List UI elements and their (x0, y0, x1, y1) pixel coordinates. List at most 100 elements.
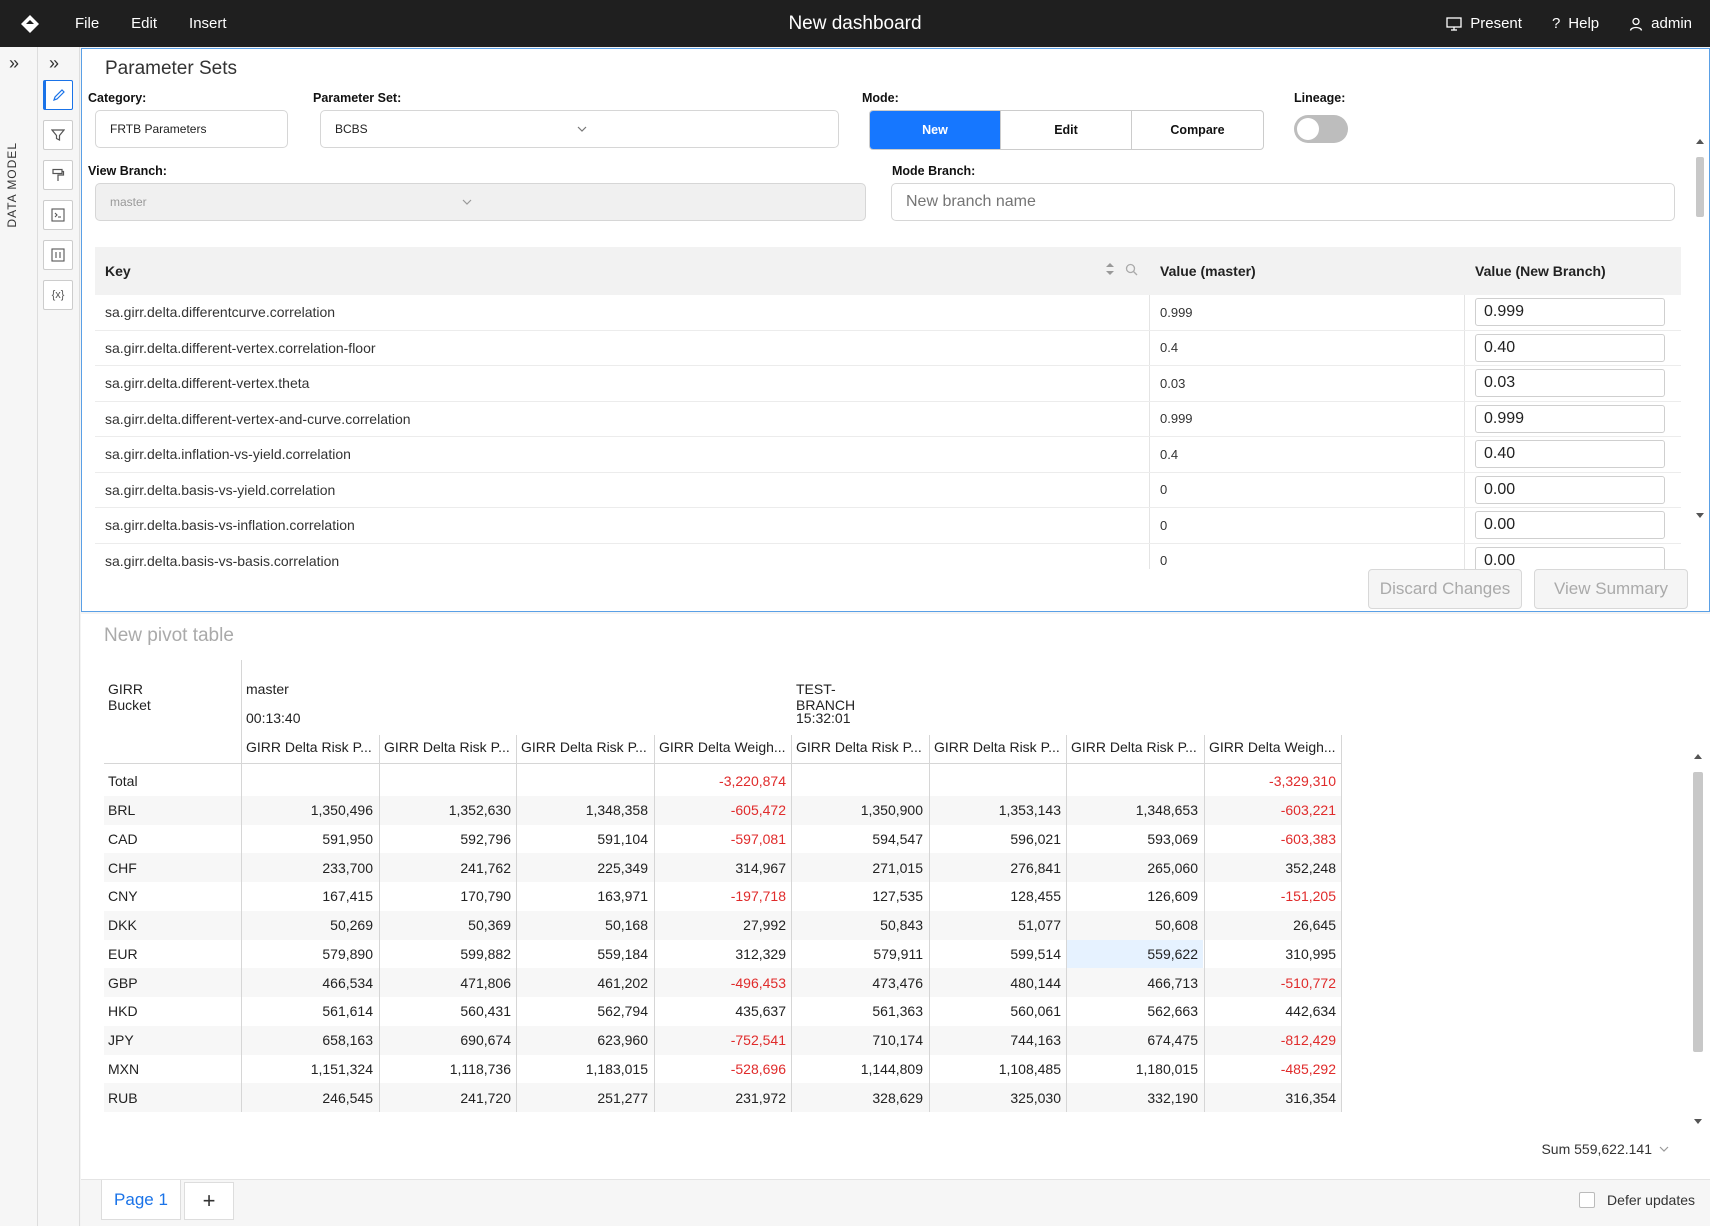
pivot-cell[interactable]: 241,762 (460, 859, 511, 876)
row-label[interactable]: CNY (108, 888, 138, 905)
pivot-cell[interactable]: 251,277 (597, 1089, 648, 1106)
pivot-cell[interactable]: 26,645 (1293, 917, 1336, 934)
branch-name-master[interactable]: master (246, 681, 289, 697)
pivot-scrollbar[interactable] (1690, 752, 1706, 1132)
pivot-cell[interactable]: 1,151,324 (310, 1060, 373, 1077)
pivot-cell[interactable] (379, 767, 516, 796)
search-icon[interactable] (1125, 263, 1138, 276)
row-label[interactable]: GBP (108, 974, 138, 991)
pivot-cell[interactable]: 744,163 (1010, 1032, 1061, 1049)
present-button[interactable]: Present (1446, 15, 1522, 32)
pivot-cell[interactable]: 1,350,900 (860, 802, 923, 819)
pivot-cell[interactable]: 163,971 (597, 888, 648, 905)
pivot-cell[interactable]: 1,353,143 (998, 802, 1061, 819)
mode-branch-input[interactable] (891, 183, 1675, 221)
pivot-cell[interactable]: 233,700 (322, 859, 373, 876)
pivot-cell[interactable]: 658,163 (322, 1032, 373, 1049)
pivot-cell[interactable]: 225,349 (597, 859, 648, 876)
pivot-cell[interactable]: 559,184 (597, 945, 648, 962)
pivot-cell[interactable]: 1,350,496 (310, 802, 373, 819)
pivot-cell[interactable]: 276,841 (1010, 859, 1061, 876)
pivot-cell[interactable]: 480,144 (1010, 974, 1061, 991)
pivot-cell[interactable]: 310,995 (1285, 945, 1336, 962)
pivot-cell[interactable]: 271,015 (872, 859, 923, 876)
table-row[interactable]: sa.girr.delta.different-vertex.correlati… (95, 330, 1681, 366)
table-row[interactable]: sa.girr.delta.different-vertex-and-curve… (95, 401, 1681, 437)
widget-settings-icon[interactable] (43, 240, 73, 270)
pivot-cell[interactable]: 50,608 (1155, 917, 1198, 934)
param-new-value-input[interactable]: 0.03 (1475, 369, 1665, 398)
pivot-cell[interactable]: 471,806 (460, 974, 511, 991)
row-label[interactable]: DKK (108, 917, 137, 934)
pivot-cell[interactable]: 50,269 (330, 917, 373, 934)
pivot-cell[interactable]: -151,205 (1280, 888, 1336, 905)
pivot-cell[interactable]: 1,144,809 (860, 1060, 923, 1077)
pivot-row[interactable]: Total -3,220,874 -3,329,310 (104, 767, 1341, 796)
pivot-row[interactable]: RUB 246,545 241,720 251,277 231,972 328,629 32… (104, 1083, 1341, 1112)
pivot-cell[interactable]: 1,180,015 (1135, 1060, 1198, 1077)
add-page-button[interactable]: + (184, 1182, 234, 1220)
pivot-cell[interactable]: -752,541 (730, 1032, 786, 1049)
pivot-cell[interactable]: -603,383 (1280, 830, 1336, 847)
pivot-cell[interactable]: -597,081 (730, 830, 786, 847)
pivot-cell[interactable]: -197,718 (730, 888, 786, 905)
edit-pencil-icon[interactable] (43, 80, 73, 110)
user-menu[interactable]: admin (1629, 15, 1692, 32)
pivot-cell[interactable]: 579,890 (322, 945, 373, 962)
scroll-down-icon[interactable] (1695, 512, 1705, 520)
row-label[interactable]: CHF (108, 859, 137, 876)
pivot-row[interactable]: JPY 658,163 690,674 623,960 -752,541 710,174 7… (104, 1025, 1341, 1055)
pivot-cell[interactable]: 316,354 (1285, 1089, 1336, 1106)
table-row[interactable]: sa.girr.delta.basis-vs-basis.correlation… (95, 543, 1681, 569)
row-label[interactable]: BRL (108, 802, 136, 819)
row-label[interactable]: HKD (108, 1003, 138, 1020)
pivot-cell[interactable]: 561,614 (322, 1003, 373, 1020)
pivot-row[interactable]: DKK 50,269 50,369 50,168 27,992 50,843 51,077 5… (104, 910, 1341, 940)
pivot-cell[interactable]: 167,415 (322, 888, 373, 905)
pivot-cell[interactable]: 710,174 (872, 1032, 923, 1049)
pivot-cell[interactable]: 1,183,015 (585, 1060, 648, 1077)
row-label[interactable]: MXN (108, 1060, 140, 1077)
row-header-label[interactable]: GIRR Bucket (108, 681, 151, 713)
param-new-value-input[interactable]: 0.00 (1475, 511, 1665, 540)
pivot-cell[interactable]: 1,348,653 (1135, 802, 1198, 819)
pivot-cell[interactable]: 50,168 (605, 917, 648, 934)
pivot-cell[interactable]: 50,843 (880, 917, 923, 934)
pivot-cell[interactable]: 1,352,630 (448, 802, 511, 819)
expand-tools-icon[interactable]: » (49, 53, 60, 73)
table-row[interactable]: sa.girr.delta.differentcurve.correlation… (95, 295, 1681, 331)
pivot-cell[interactable]: 352,248 (1285, 859, 1336, 876)
pivot-cell[interactable]: 559,622 (1066, 939, 1203, 969)
pivot-row[interactable]: CNY 167,415 170,790 163,971 -197,718 127,535 1… (104, 882, 1341, 911)
pivot-cell[interactable]: -3,329,310 (1269, 773, 1336, 790)
filter-icon[interactable] (43, 120, 73, 150)
sort-icon[interactable] (1105, 261, 1115, 277)
pivot-cell[interactable]: 241,720 (460, 1089, 511, 1106)
column-header[interactable]: GIRR Delta Weigh... (659, 739, 786, 755)
header-key[interactable]: Key (105, 263, 131, 279)
pivot-cell[interactable]: -3,220,874 (719, 773, 786, 790)
row-label[interactable]: JPY (108, 1032, 134, 1049)
pivot-cell[interactable]: 599,882 (460, 945, 511, 962)
pivot-cell[interactable]: 328,629 (872, 1089, 923, 1106)
mode-edit-button[interactable]: Edit (1001, 111, 1132, 149)
discard-changes-button[interactable]: Discard Changes (1368, 569, 1522, 609)
pivot-row[interactable]: EUR 579,890 599,882 559,184 312,329 579,911 59… (104, 939, 1341, 969)
pivot-cell[interactable]: -485,292 (1280, 1060, 1336, 1077)
pivot-cell[interactable]: 591,104 (597, 830, 648, 847)
pivot-cell[interactable]: 50,369 (468, 917, 511, 934)
pivot-cell[interactable]: 127,535 (872, 888, 923, 905)
pivot-cell[interactable]: 314,967 (735, 859, 786, 876)
pivot-cell[interactable]: 473,476 (872, 974, 923, 991)
pivot-cell[interactable]: 466,713 (1147, 974, 1198, 991)
pivot-cell[interactable]: 1,348,358 (585, 802, 648, 819)
param-new-value-input[interactable]: 0.40 (1475, 440, 1665, 469)
variables-icon[interactable]: {x} (43, 280, 73, 310)
mode-compare-button[interactable]: Compare (1170, 123, 1225, 137)
header-value-master[interactable]: Value (master) (1160, 263, 1256, 279)
pivot-cell[interactable]: 325,030 (1010, 1089, 1061, 1106)
menu-insert[interactable]: Insert (189, 15, 227, 32)
scroll-down-icon[interactable] (1693, 1118, 1703, 1126)
pivot-cell[interactable]: 561,363 (872, 1003, 923, 1020)
param-new-value-input[interactable]: 0.00 (1475, 546, 1665, 569)
